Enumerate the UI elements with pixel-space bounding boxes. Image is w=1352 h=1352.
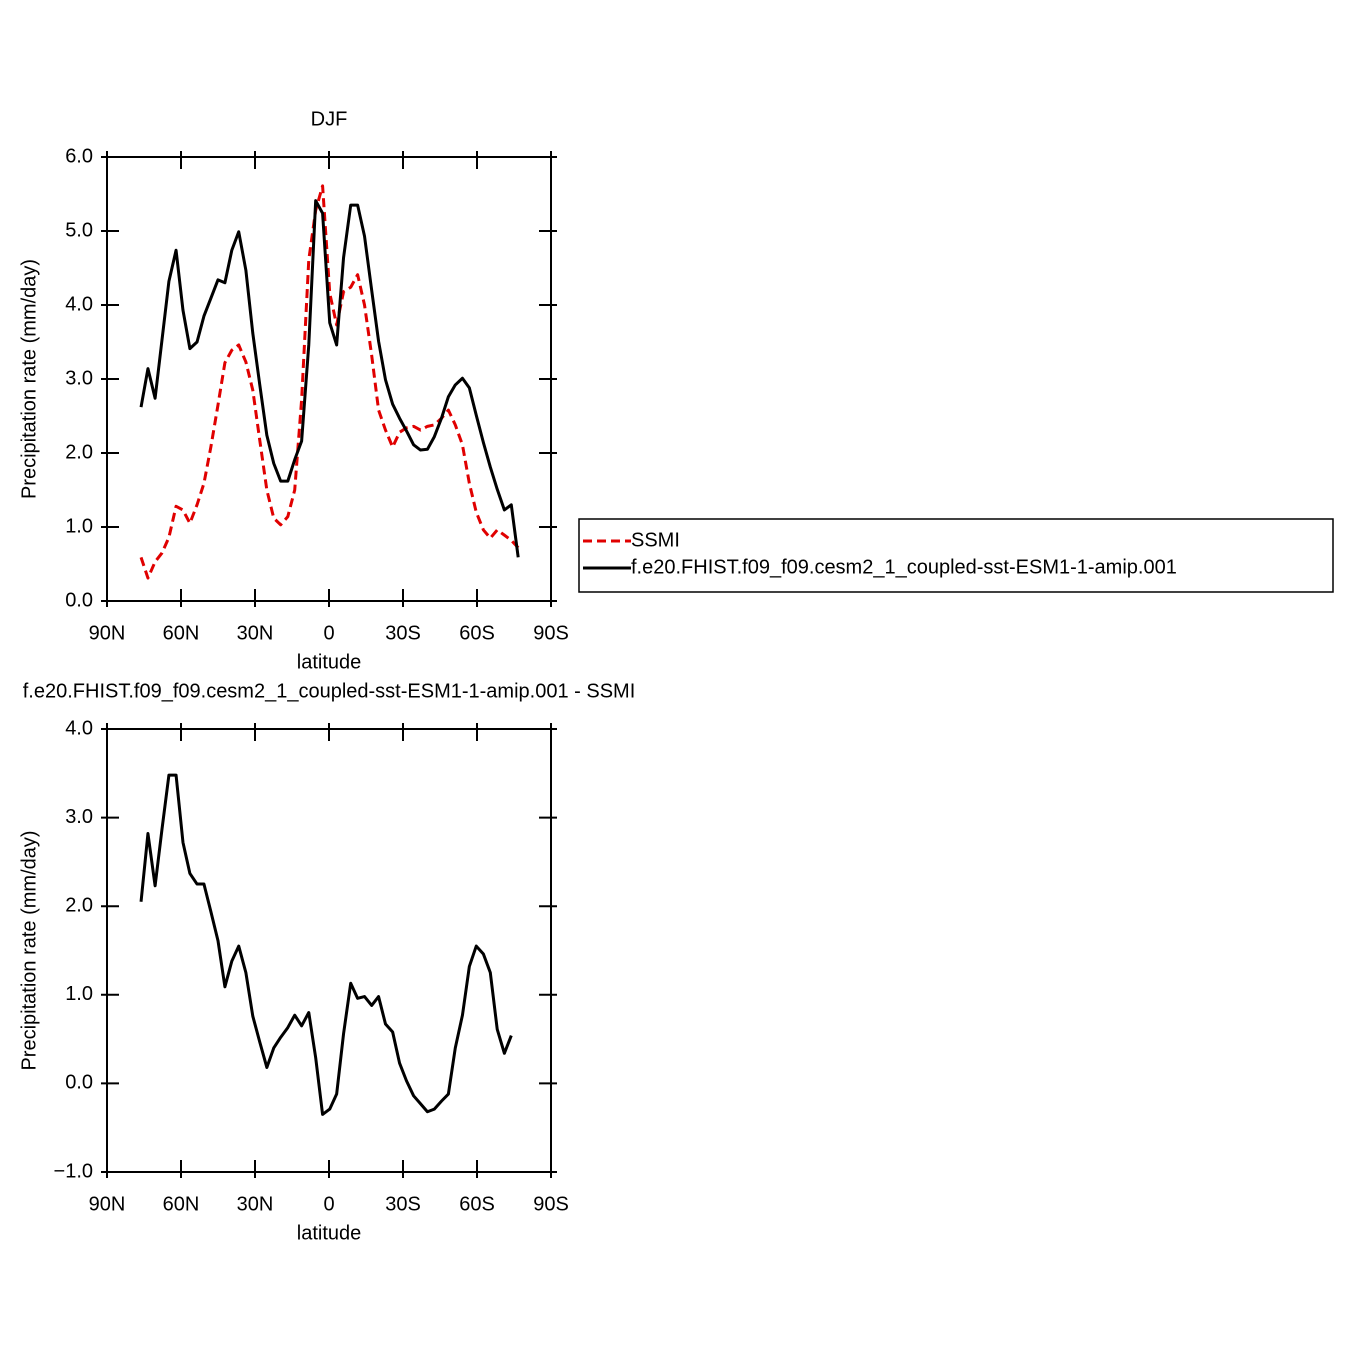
y-tick-label: 0.0 [65,589,93,611]
legend-box [578,518,1334,593]
chart-title: f.e20.FHIST.f09_f09.cesm2_1_coupled-sst-… [23,680,636,702]
data-line [139,184,520,580]
x-tick-label: 60S [459,1193,495,1215]
x-tick-label: 30N [237,622,274,644]
y-tick-label: 2.0 [65,441,93,463]
x-tick-label: 60N [163,622,200,644]
plot-frame [106,156,552,602]
data-line [139,773,513,1116]
legend-label: f.e20.FHIST.f09_f09.cesm2_1_coupled-sst-… [631,556,1177,578]
data-line [139,199,520,558]
x-axis-label: latitude [297,1222,362,1244]
y-tick-label: 2.0 [65,894,93,916]
y-tick-label: 4.0 [65,717,93,739]
y-tick-label: 3.0 [65,367,93,389]
y-tick-label: 5.0 [65,219,93,241]
plot-frame [106,728,552,1173]
x-tick-label: 90S [533,1193,569,1215]
x-tick-label: 30N [237,1193,274,1215]
y-tick-label: 4.0 [65,293,93,315]
x-tick-label: 60N [163,1193,200,1215]
y-tick-label: −1.0 [54,1160,93,1182]
x-tick-label: 30S [385,1193,421,1215]
y-tick-label: 3.0 [65,806,93,828]
y-tick-label: 0.0 [65,1072,93,1094]
x-tick-label: 60S [459,622,495,644]
x-tick-label: 0 [323,622,334,644]
y-tick-label: 1.0 [65,515,93,537]
x-tick-label: 90S [533,622,569,644]
y-tick-label: 6.0 [65,145,93,167]
chart-title: DJF [311,108,348,130]
x-axis-label: latitude [297,651,362,673]
x-tick-label: 30S [385,622,421,644]
x-tick-label: 0 [323,1193,334,1215]
x-tick-label: 90N [89,622,126,644]
y-tick-label: 1.0 [65,983,93,1005]
legend-label: SSMI [631,529,680,551]
x-tick-label: 90N [89,1193,126,1215]
y-axis-label: Precipitation rate (mm/day) [18,830,40,1070]
y-axis-label: Precipitation rate (mm/day) [18,259,40,499]
